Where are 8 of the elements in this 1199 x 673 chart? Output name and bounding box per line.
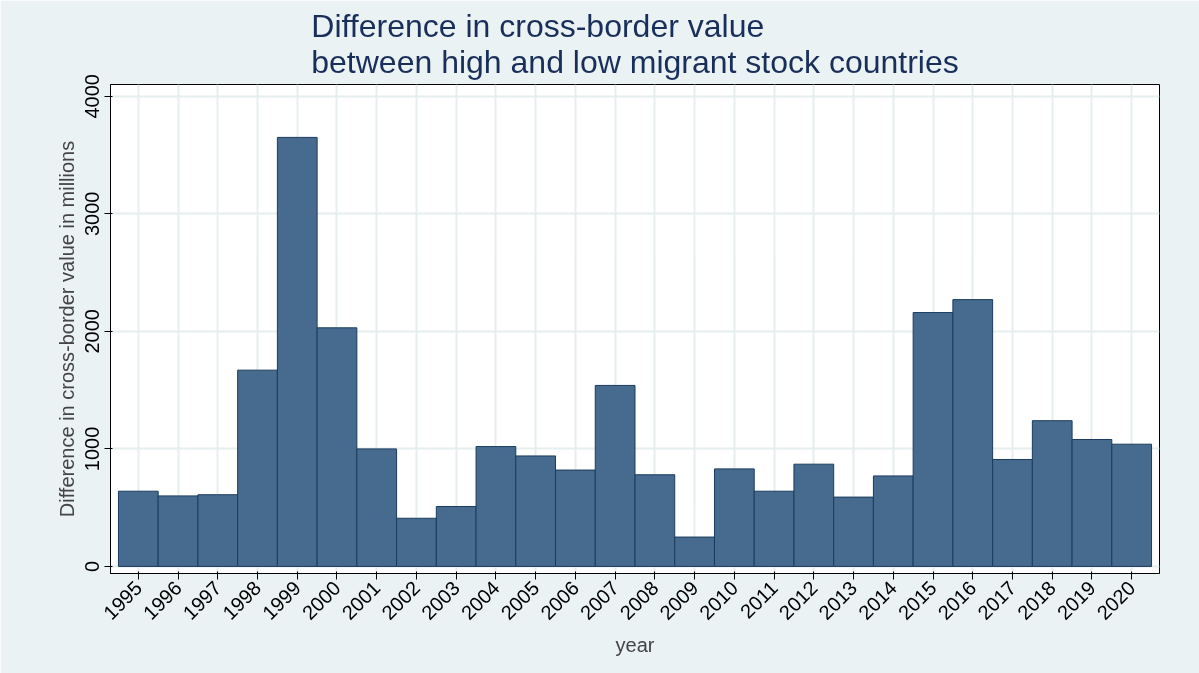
y-tick-label: 0: [81, 560, 104, 573]
chart-title: Difference in cross-border value between high and low migrant stock countries: [311, 7, 959, 80]
y-tick-label: 4000: [81, 74, 104, 119]
x-axis-title: year: [615, 633, 655, 656]
y-tick-label: 3000: [81, 191, 104, 237]
y-tick-label: 2000: [81, 309, 104, 354]
y-tick-label: 1000: [81, 426, 104, 472]
y-axis-title: Difference in cross-border value in millions: [55, 140, 78, 518]
